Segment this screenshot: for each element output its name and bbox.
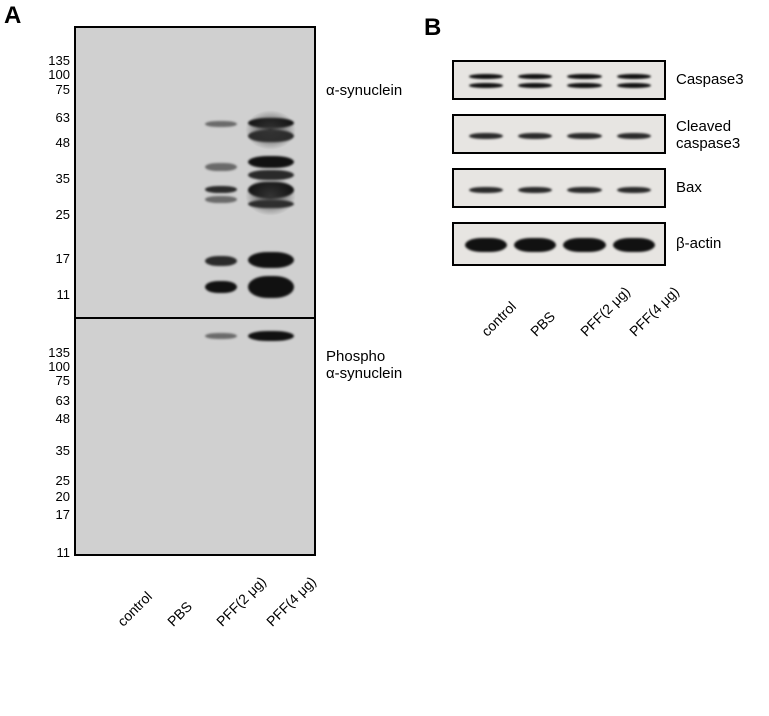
lane-label: PFF(4 μg): [626, 283, 682, 339]
panel-b-blot: [452, 114, 666, 154]
blot-label-phospho-alpha-synuclein: Phosphoα-synuclein: [326, 348, 402, 383]
blot-label: Caspase3: [676, 71, 744, 88]
lane-label: PFF(2 μg): [577, 283, 633, 339]
panel-b-blot: [452, 60, 666, 100]
band: [205, 163, 236, 171]
band: [567, 187, 601, 193]
band: [205, 186, 236, 193]
mw-marker: 48: [40, 135, 70, 150]
lane-label: PBS: [527, 308, 558, 339]
band: [469, 187, 503, 193]
mw-marker: 75: [40, 82, 70, 97]
mw-marker: 63: [40, 110, 70, 125]
band: [205, 281, 236, 293]
mw-marker: 20: [40, 489, 70, 504]
band-smear: [245, 176, 296, 216]
lane-label: control: [114, 588, 155, 629]
band: [248, 331, 294, 341]
band: [469, 83, 503, 88]
panel-b-blot: [452, 168, 666, 208]
lane-label: control: [478, 298, 519, 339]
band: [613, 238, 655, 252]
band: [469, 74, 503, 79]
mw-marker: 35: [40, 171, 70, 186]
band: [617, 187, 651, 193]
band: [617, 74, 651, 79]
blot-label: Cleavedcaspase3: [676, 118, 740, 153]
mw-marker: 11: [40, 545, 70, 560]
panel-b-blot: [452, 222, 666, 266]
mw-marker: 11: [40, 287, 70, 302]
band: [205, 256, 236, 266]
mw-marker: 25: [40, 207, 70, 222]
band: [518, 74, 552, 79]
band: [248, 252, 294, 268]
mw-marker: 35: [40, 443, 70, 458]
panel-a-divider: [76, 317, 314, 319]
lane-label: PFF(2 μg): [213, 573, 269, 629]
band: [617, 83, 651, 88]
band: [205, 121, 236, 127]
lane-label: PFF(4 μg): [263, 573, 319, 629]
panel-b-label: B: [424, 14, 441, 42]
mw-marker: 17: [40, 251, 70, 266]
band: [617, 133, 651, 139]
blot-label: Bax: [676, 179, 702, 196]
band-smear: [245, 110, 296, 150]
band: [518, 187, 552, 193]
blot-label: β-actin: [676, 235, 721, 252]
band: [563, 238, 605, 252]
mw-marker: 48: [40, 411, 70, 426]
band: [518, 83, 552, 88]
mw-marker: 63: [40, 393, 70, 408]
band: [248, 156, 294, 168]
band: [465, 238, 507, 252]
band: [248, 276, 294, 298]
band: [567, 83, 601, 88]
mw-marker: 135: [40, 345, 70, 360]
panel-a-label: A: [4, 2, 21, 30]
mw-marker: 135: [40, 53, 70, 68]
band: [469, 133, 503, 139]
band: [205, 196, 236, 203]
lane-label: PBS: [164, 598, 195, 629]
band: [205, 333, 236, 339]
band: [567, 133, 601, 139]
band: [518, 133, 552, 139]
blot-label-alpha-synuclein: α-synuclein: [326, 82, 402, 99]
mw-marker: 17: [40, 507, 70, 522]
mw-marker: 75: [40, 373, 70, 388]
band: [514, 238, 556, 252]
mw-marker: 25: [40, 473, 70, 488]
panel-a-blot-box: [74, 26, 316, 556]
band: [567, 74, 601, 79]
mw-marker: 100: [40, 359, 70, 374]
mw-marker: 100: [40, 67, 70, 82]
